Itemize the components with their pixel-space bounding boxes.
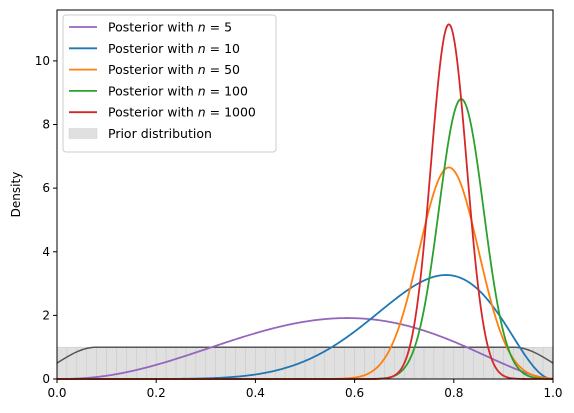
prior-bar <box>443 346 455 380</box>
legend: Posterior with n = 5 Posterior with n = 1… <box>62 14 277 153</box>
prior-bar <box>284 346 296 380</box>
plot-frame <box>56 9 554 380</box>
prior-bar <box>205 346 216 380</box>
legend-label: Posterior with n = 100 <box>108 83 248 98</box>
legend-label: Posterior with n = 1000 <box>108 105 256 120</box>
y-axis: 0 2 4 6 8 10 <box>35 54 57 386</box>
x-tick-label: 0.6 <box>345 386 364 400</box>
prior-bar <box>324 346 336 380</box>
y-tick-label: 6 <box>42 181 50 195</box>
x-tick-label: 0.2 <box>147 386 166 400</box>
y-tick-label: 10 <box>35 54 50 68</box>
prior-bar <box>334 346 345 380</box>
prior-layer <box>56 346 554 380</box>
prior-bar <box>463 346 474 380</box>
prior-bar <box>185 346 197 380</box>
prior-bar <box>235 346 246 380</box>
prior-bar <box>225 346 236 380</box>
prior-bar <box>413 346 425 380</box>
y-tick-label: 0 <box>42 372 50 386</box>
legend-label: Prior distribution <box>108 126 212 141</box>
x-tick-label: 0.0 <box>47 386 66 400</box>
prior-bar <box>165 346 177 380</box>
prior-curve <box>56 346 554 364</box>
prior-bar <box>56 346 68 380</box>
y-axis-label: Density <box>9 172 23 218</box>
prior-bar <box>96 346 107 380</box>
prior-bar <box>344 346 355 380</box>
prior-bar <box>126 346 137 380</box>
prior-bar <box>453 346 464 380</box>
prior-bar <box>542 346 554 380</box>
y-tick-label: 4 <box>42 245 50 259</box>
x-tick-label: 0.8 <box>444 386 463 400</box>
prior-bar <box>86 346 97 380</box>
legend-label: Posterior with n = 10 <box>108 41 240 56</box>
legend-label: Posterior with n = 5 <box>108 20 232 35</box>
legend-patch <box>68 128 98 139</box>
series-line-0 <box>57 317 554 380</box>
y-tick-label: 2 <box>42 308 50 322</box>
prior-bar <box>136 346 147 380</box>
prior-bar <box>304 346 316 380</box>
prior-bar <box>433 346 445 380</box>
prior-bar <box>175 346 187 380</box>
x-axis: 0.0 0.2 0.4 0.6 0.8 1.0 <box>47 379 563 400</box>
legend-box <box>62 14 277 153</box>
prior-bar <box>146 346 157 380</box>
prior-bar <box>215 346 226 380</box>
prior-bar <box>374 346 385 380</box>
y-tick-label: 8 <box>42 118 50 132</box>
prior-bar <box>265 346 276 380</box>
x-tick-label: 0.4 <box>246 386 265 400</box>
prior-bar <box>354 346 365 380</box>
legend-label: Posterior with n = 50 <box>108 62 240 77</box>
prior-bar <box>274 346 286 380</box>
prior-bar <box>423 346 435 380</box>
x-tick-label: 1.0 <box>543 386 562 400</box>
